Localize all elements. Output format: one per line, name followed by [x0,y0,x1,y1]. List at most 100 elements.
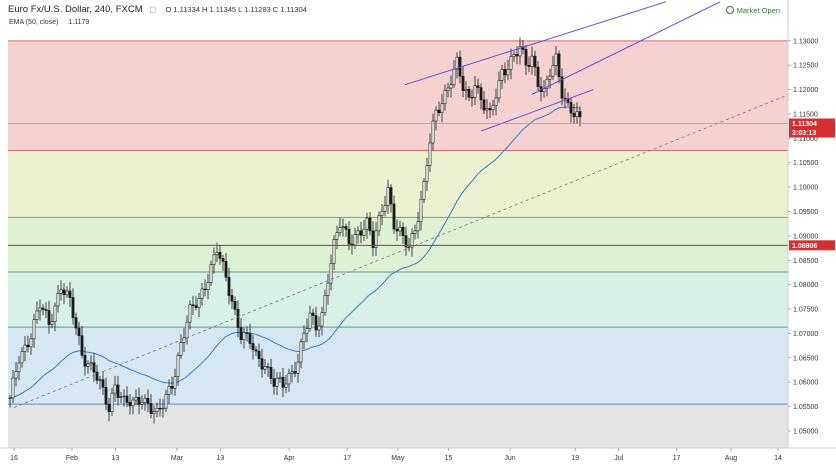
candle-body [413,230,417,234]
candle [401,222,405,244]
candle-body [158,407,162,410]
candle-body [140,402,144,405]
current-price-badge-box [789,118,835,129]
candle-body [461,75,465,91]
candle-body [272,378,276,387]
candle-body [395,228,399,232]
zone-band-5 [8,404,788,448]
candle-body [89,362,93,365]
candle [191,295,195,316]
candle-body [536,66,540,87]
candle-body [578,111,582,118]
candle-body [410,233,414,248]
candle-body [551,65,555,77]
candle [437,101,441,116]
countdown-badge: 3:03:13 [792,130,816,137]
candle-body [236,309,240,328]
candle-body [164,393,168,409]
candle-body [167,385,171,395]
candle [545,75,549,97]
candle-body [233,301,237,310]
y-axis: 1.13000 1.12500 1.12000 1.11500 1.11000 1.105… [787,0,836,470]
candle-body [311,312,315,316]
candle-body [56,292,60,307]
candle-body [188,304,192,323]
candle-body [47,310,51,325]
candle-body [479,87,483,101]
candle-body [434,109,438,122]
candle [536,61,540,91]
candle [116,375,120,406]
candle [356,226,360,244]
candle-body [398,226,402,232]
candle-body [560,76,564,99]
candle-body [287,373,291,385]
candle [65,286,69,298]
candle [155,402,159,418]
candle-body [38,307,42,312]
y-tick-label: 1.11500 [793,111,818,118]
candle [248,323,252,349]
candle-body [242,332,246,341]
candle-body [62,289,66,296]
y-tick-label: 1.07500 [793,307,818,314]
candle [332,235,336,271]
candle [98,375,102,390]
candle [245,326,249,342]
candle-body [512,54,516,57]
candle-body [218,252,222,259]
candle-body [323,295,327,314]
candle-body [281,376,285,388]
candle [134,389,138,406]
candle [215,242,219,263]
candle-body [341,226,345,228]
candle [383,195,387,217]
candle-body [527,64,531,67]
candle [197,292,201,318]
settings-icon[interactable]: ▢ [149,5,157,14]
candle [557,50,561,84]
candle [554,46,558,76]
candle-body [161,407,165,410]
candle [560,68,564,106]
candle-body [440,103,444,114]
candle-body [266,366,270,368]
candle [236,300,240,338]
candle [92,352,96,382]
candle [395,219,399,241]
candle [26,335,30,353]
x-tick-label: 13 [216,455,224,462]
candle [572,104,576,124]
zone-band-3 [8,271,788,328]
candle-body [305,328,309,334]
candle [533,50,537,77]
candle [440,94,444,123]
candle [59,280,63,301]
candle-body [224,261,228,278]
x-tick-label: Aug [725,455,738,462]
level-badge-box [789,240,835,251]
symbol-title[interactable]: Euro Fx/U.S. Dollar, 240, FXCM [8,4,143,15]
candle-body [206,282,210,290]
y-tick-label: 1.08000 [793,282,818,289]
candle [485,99,489,119]
trendline-2 [531,1,721,95]
x-tick-label: Mar [171,455,184,462]
candle-body [482,99,486,111]
candle [518,37,522,65]
candle-body [104,386,108,405]
ema-legend[interactable]: EMA (50, close) 1.1179 [9,19,89,26]
candle [296,353,300,383]
candle-body [371,230,375,248]
candle-body [221,258,225,262]
ema-50-line [9,106,581,399]
candle-body [215,252,219,256]
candle [269,358,273,384]
candle [323,289,327,316]
candle [122,389,126,407]
candle-body [122,395,126,398]
candle-body [98,379,102,381]
candle [224,253,228,282]
